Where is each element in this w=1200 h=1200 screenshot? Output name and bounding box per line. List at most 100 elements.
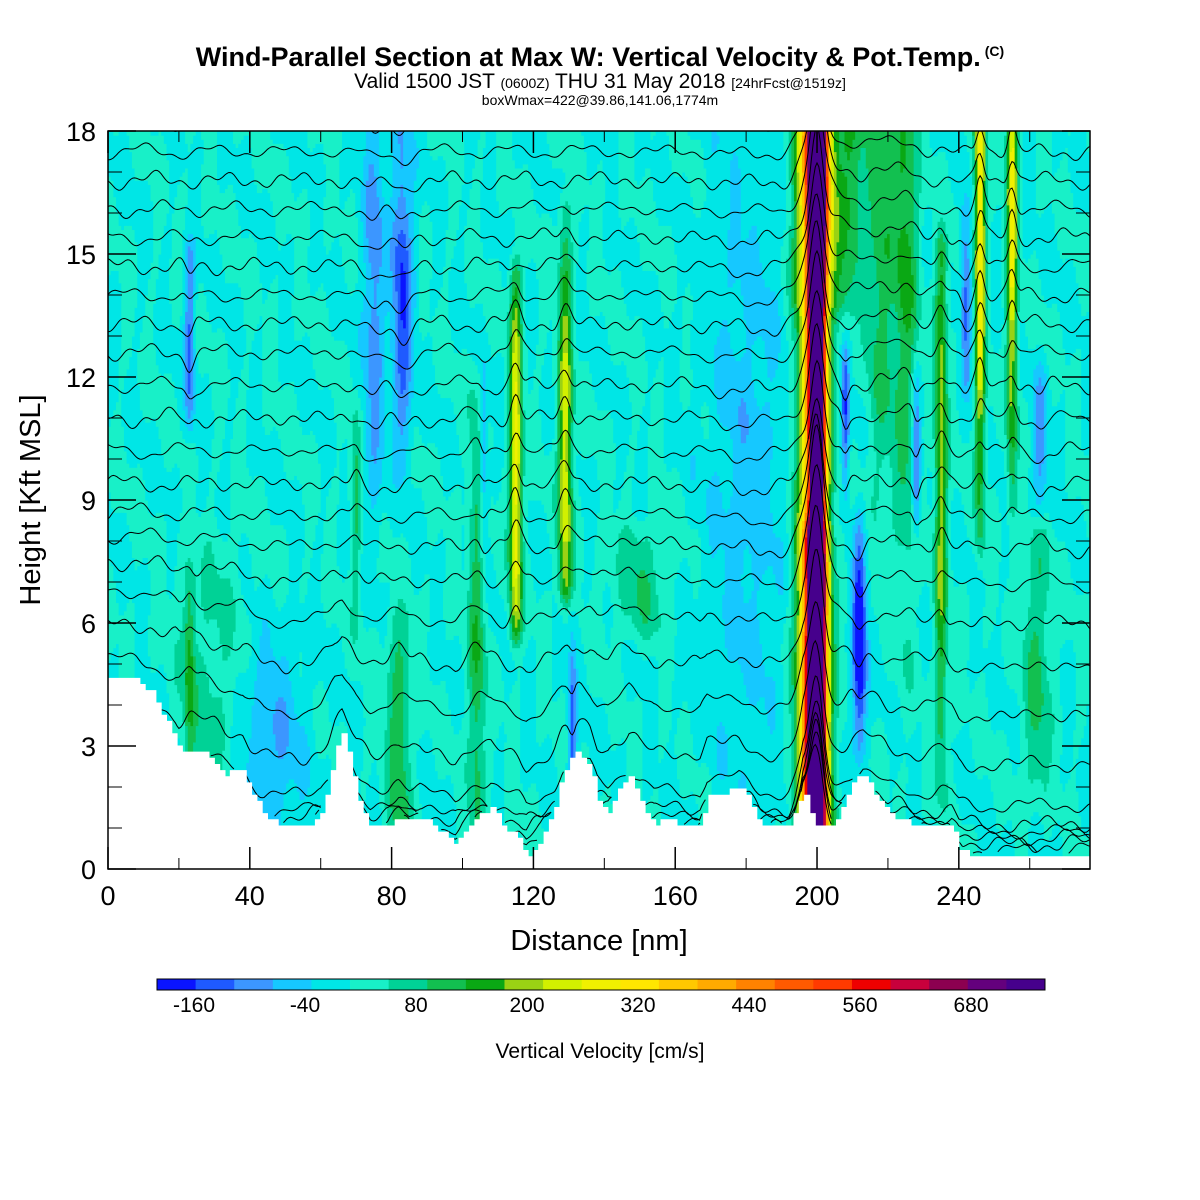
w-cell [360,368,364,411]
w-cell [1012,360,1016,448]
w-cell [918,479,923,522]
w-cell [206,311,210,374]
w-cell [1078,815,1082,869]
w-cell [310,557,314,833]
w-cell [801,508,806,522]
w-cell [1041,213,1045,296]
w-cell [482,147,487,259]
w-cell [323,245,327,292]
w-cell [536,791,540,869]
w-cell [605,327,609,411]
w-cell [658,225,662,292]
w-cell [892,528,896,681]
w-cell [142,557,146,702]
w-cell [424,573,428,731]
w-cell [315,290,319,382]
w-cell [626,315,630,378]
w-cell [517,336,521,415]
w-cell [403,422,407,476]
w-cell [472,705,476,845]
vertical-velocity-field [108,131,1090,869]
terrain [108,677,1090,869]
w-cell [700,405,705,427]
w-cell [828,520,832,563]
w-cell [887,311,891,370]
w-cell [161,131,165,136]
w-cell [193,237,197,292]
w-cell [179,131,184,177]
w-cell [762,131,766,280]
w-cell [331,729,335,780]
w-cell [589,131,593,185]
w-cell [267,627,271,850]
w-cell [966,442,971,538]
w-cell [964,721,968,825]
w-cell [318,143,322,288]
w-cell [637,631,641,653]
w-cell [839,131,843,165]
w-cell [480,688,484,850]
w-cell [942,676,947,813]
w-cell [525,163,529,267]
w-cell [209,385,213,472]
w-cell [1043,208,1048,304]
w-cell [639,520,644,542]
w-cell [573,639,577,669]
w-cell [679,352,683,403]
w-cell [126,131,130,136]
w-cell [187,323,192,394]
w-cell [910,372,915,427]
w-cell [1001,307,1005,325]
w-cell [397,143,402,198]
w-cell [743,352,747,403]
w-cell [243,135,247,239]
w-cell [328,487,332,628]
w-cell [251,340,255,481]
w-cell [618,532,622,599]
w-cell [581,360,585,460]
w-cell [509,208,513,255]
w-cell [990,221,994,345]
w-cell [825,315,830,493]
w-cell [1001,655,1005,731]
w-cell [764,401,768,571]
w-cell [982,549,987,579]
w-cell [676,176,681,472]
w-cell [496,352,500,501]
w-cell [1054,131,1058,173]
w-cell [1065,549,1069,640]
w-cell [594,315,598,403]
w-cell [113,196,117,271]
w-cell [280,696,285,759]
w-cell [538,217,542,386]
w-cell [642,270,646,337]
w-cell [485,655,489,698]
w-cell [770,676,774,735]
w-cell [256,659,261,841]
w-cell [597,479,601,513]
w-cell [437,131,441,157]
w-cell [217,131,221,185]
w-cell [259,475,263,583]
w-cell [703,401,707,440]
w-cell [267,290,271,435]
w-cell [695,217,699,530]
w-cell [583,664,588,743]
w-cell [597,512,601,698]
w-cell [456,434,460,485]
w-cell [1033,368,1037,489]
w-cell [847,372,851,435]
w-cell [876,327,880,415]
w-cell [767,565,771,677]
w-cell [913,368,917,390]
w-cell [283,655,287,702]
w-cell [855,131,859,263]
w-cell [365,180,370,239]
w-cell [238,577,242,673]
w-cell [437,393,441,456]
w-cell [879,467,883,575]
w-cell [1030,131,1034,255]
w-cell [1030,639,1034,727]
w-cell [961,131,965,206]
w-cell [972,516,976,554]
